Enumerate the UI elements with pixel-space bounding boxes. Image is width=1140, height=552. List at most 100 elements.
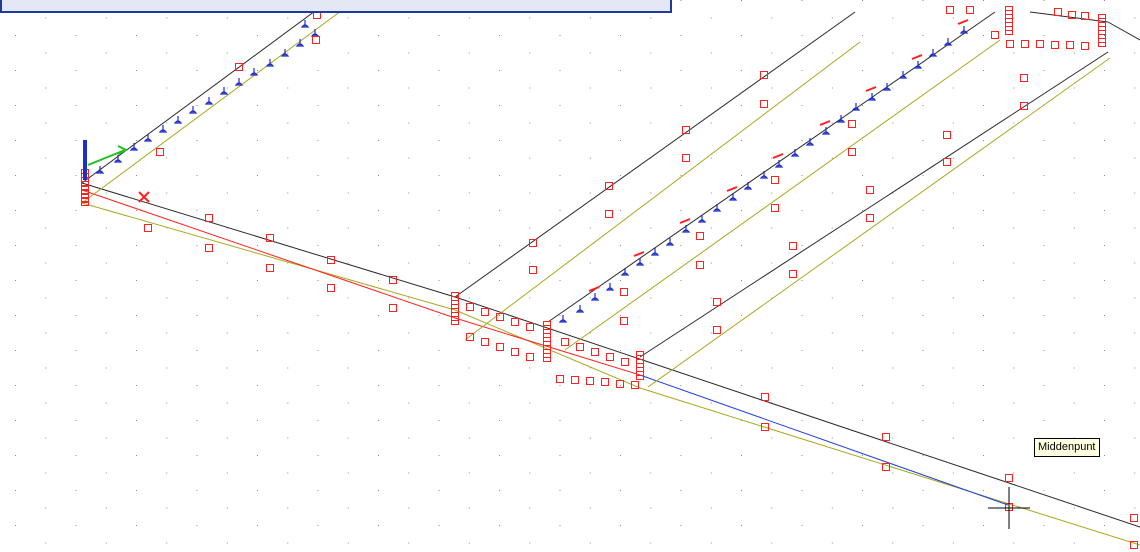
grip-square-icon — [943, 158, 951, 166]
grip-square-icon — [327, 284, 335, 292]
grip-square-icon — [81, 198, 89, 203]
sprinkler-head-icon — [759, 171, 769, 179]
sprinkler-head-icon — [143, 134, 153, 142]
sprinkler-head-icon — [575, 305, 585, 313]
grip-square-icon — [1098, 26, 1106, 31]
grip-square-icon — [481, 308, 489, 316]
sprinkler-head-icon — [790, 149, 800, 157]
grip-square-icon — [636, 367, 644, 372]
grip-square-icon — [144, 224, 152, 232]
pipe-segment — [647, 57, 1111, 388]
grip-square-icon — [1005, 474, 1013, 482]
sprinkler-head-icon — [265, 59, 275, 67]
grip-square-icon — [761, 423, 769, 431]
pipe-segment — [81, 182, 456, 298]
grip-square-icon — [1020, 102, 1028, 110]
grip-square-icon — [543, 341, 551, 346]
pipe-segment — [81, 7, 346, 204]
pipe-segment — [454, 296, 1140, 528]
grip-square-icon — [789, 242, 797, 250]
grip-square-icon — [848, 120, 856, 128]
grip-square-icon — [526, 323, 534, 331]
grip-square-icon — [529, 239, 537, 247]
grip-square-icon — [511, 318, 519, 326]
sprinkler-head-icon — [882, 83, 892, 91]
grip-square-icon — [481, 338, 489, 346]
grip-square-icon — [235, 63, 243, 71]
grip-square-icon — [81, 201, 89, 206]
grip-square-icon — [529, 266, 537, 274]
sprinkler-head-icon — [898, 71, 908, 79]
grip-square-icon — [1098, 22, 1106, 27]
grip-square-icon — [621, 358, 629, 366]
pipe-segment — [81, 202, 456, 311]
grip-square-icon — [991, 31, 999, 39]
grip-square-icon — [561, 338, 569, 346]
grip-square-icon — [696, 261, 704, 269]
grip-square-icon — [866, 214, 874, 222]
selection-frame-bar — [0, 0, 672, 13]
sprinkler-head-icon — [588, 286, 600, 301]
grid-dot-field — [15, 0, 1136, 544]
grip-square-icon — [1130, 541, 1138, 549]
grip-square-icon — [586, 377, 594, 385]
pipe-segment — [639, 374, 1009, 506]
sprinkler-head-icon — [188, 106, 198, 114]
grip-square-icon — [327, 256, 335, 264]
grip-square-icon — [605, 182, 613, 190]
grip-square-icon — [605, 210, 613, 218]
grip-square-icon — [713, 298, 721, 306]
grip-square-icon — [771, 204, 779, 212]
grip-square-icon — [1036, 40, 1044, 48]
pipe-segment — [464, 41, 861, 341]
grip-square-icon — [1005, 30, 1013, 35]
pipe-segment — [454, 11, 856, 298]
grip-square-icon — [543, 353, 551, 358]
grip-square-icon — [1098, 38, 1106, 43]
grip-square-icon — [1098, 14, 1106, 19]
sprinkler-head-icon — [805, 138, 815, 146]
grip-square-icon — [1051, 41, 1059, 49]
grip-square-icon — [266, 264, 274, 272]
sprinkler-head-icon — [620, 268, 630, 276]
grip-points[interactable] — [81, 6, 1138, 549]
sprinkler-head-icon — [204, 97, 214, 105]
grip-square-icon — [713, 326, 721, 334]
grip-square-icon — [1005, 26, 1013, 31]
sprinkler-head-icon — [129, 143, 139, 151]
grip-square-icon — [1021, 40, 1029, 48]
sprinkler-heads — [95, 19, 969, 323]
grip-square-icon — [682, 126, 690, 134]
sprinkler-head-icon — [280, 49, 290, 57]
grip-square-icon — [496, 343, 504, 351]
grip-square-icon — [466, 333, 474, 341]
sprinkler-head-icon — [851, 103, 861, 111]
grip-square-icon — [696, 232, 704, 240]
grip-square-icon — [451, 304, 459, 309]
grip-square-icon — [1005, 14, 1013, 19]
grip-square-icon — [636, 363, 644, 368]
pipe-segment — [547, 11, 996, 323]
grip-square-icon — [1098, 42, 1106, 47]
grip-square-icon — [631, 381, 639, 389]
pipe-segment — [454, 317, 641, 376]
sprinkler-head-icon — [158, 125, 168, 133]
grip-square-icon — [789, 270, 797, 278]
snap-tooltip: Middenpunt — [1034, 438, 1100, 457]
grip-square-icon — [389, 304, 397, 312]
grip-square-icon — [1006, 40, 1014, 48]
grip-square-icon — [466, 303, 474, 311]
grip-square-icon — [1098, 30, 1106, 35]
pipe-segment — [81, 0, 331, 184]
pipe-segment — [81, 189, 456, 319]
sprinkler-head-icon — [605, 283, 615, 291]
grip-square-icon — [606, 353, 614, 361]
sprinkler-head-icon — [558, 315, 568, 323]
sprinkler-head-icon — [928, 49, 938, 57]
grip-square-icon — [1081, 42, 1089, 50]
sprinkler-head-icon — [113, 155, 123, 163]
sprinkler-head-icon — [665, 238, 675, 246]
grip-square-icon — [556, 375, 564, 383]
grip-square-icon — [1130, 514, 1138, 522]
